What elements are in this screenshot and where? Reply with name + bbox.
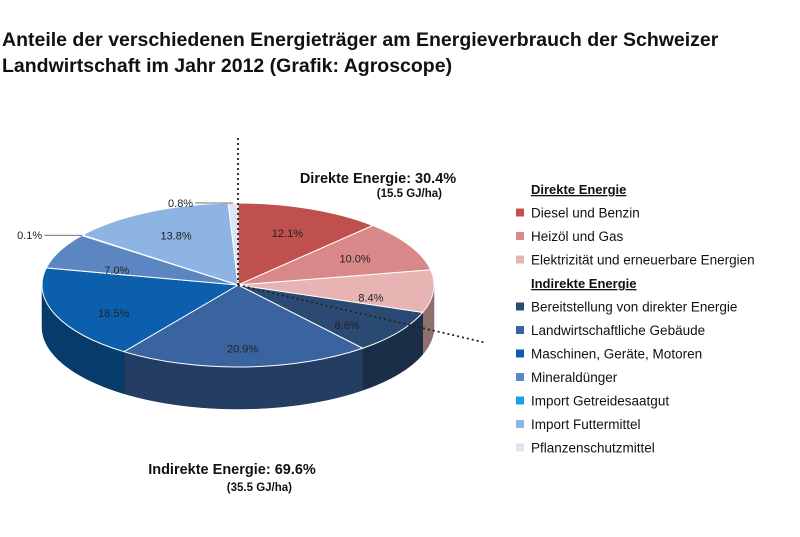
pie-slice-4 bbox=[122, 284, 365, 368]
group-labels: Direkte Energie: 30.4%(15.5 GJ/ha) Indire… bbox=[148, 171, 456, 494]
group-label-direct: Direkte Energie: 30.4% bbox=[300, 171, 456, 187]
legend-swatch-1-0 bbox=[516, 302, 524, 311]
pie-slice-0 bbox=[237, 202, 375, 286]
legend-swatch-1-3 bbox=[516, 373, 524, 381]
legend-item-1-0: Bereitstellung von direkter Energie bbox=[531, 300, 737, 315]
legend-item-1-5: Import Futtermittel bbox=[531, 417, 641, 432]
slice-label-0: 12.1% bbox=[272, 228, 303, 240]
slice-label-2: 8.4% bbox=[358, 292, 383, 304]
legend-swatch-1-5 bbox=[516, 420, 524, 428]
pie-slice-5 bbox=[41, 267, 240, 353]
slice-labels: 12.1% 10.0% 8.4% 8.6% 20.9% 18.5% 7.0% 0.1% 13.8… bbox=[17, 198, 384, 356]
group-sublabel-indirect: (35.5 GJ/ha) bbox=[227, 482, 292, 494]
legend-item-0-2: Elektrizität und erneuerbare Energien bbox=[531, 253, 755, 268]
legend-swatch-0-1 bbox=[516, 232, 524, 240]
divider-diagonal bbox=[237, 284, 485, 344]
pie-slice-2 bbox=[237, 269, 435, 314]
legend-item-0-0: Diesel und Benzin bbox=[531, 206, 640, 221]
slice-label-8: 13.8% bbox=[160, 231, 191, 243]
pie-top bbox=[41, 202, 435, 368]
legend-swatch-1-1 bbox=[516, 326, 524, 334]
legend-item-1-2: Maschinen, Geräte, Motoren bbox=[531, 347, 702, 362]
legend-heading-1: Indirekte Energie bbox=[531, 276, 636, 291]
pie-slice-3 bbox=[237, 284, 424, 349]
legend-swatch-1-4 bbox=[516, 396, 524, 405]
legend-item-1-6: Pflanzenschutzmittel bbox=[531, 441, 655, 456]
group-sublabel-direct: (15.5 GJ/ha) bbox=[377, 188, 442, 200]
slice-label-9: 0.8% bbox=[168, 198, 193, 210]
group-label-indirect: Indirekte Energie: 69.6% bbox=[148, 462, 316, 478]
chart-title: Anteile der verschiedenen Energieträger … bbox=[2, 27, 798, 79]
legend-item-1-4: Import Getreidesaatgut bbox=[531, 394, 669, 409]
legend: Direkte Energie Diesel und Benzin Heizöl u… bbox=[516, 182, 755, 456]
pie-slice-1 bbox=[237, 224, 432, 286]
slice-label-5: 18.5% bbox=[98, 308, 129, 320]
slice-label-3: 8.6% bbox=[335, 320, 360, 332]
legend-item-1-3: Mineraldünger bbox=[531, 370, 618, 385]
legend-item-1-1: Landwirtschaftliche Gebäude bbox=[531, 323, 705, 338]
pie-sides bbox=[41, 284, 435, 410]
legend-swatch-0-2 bbox=[516, 255, 524, 264]
slice-label-1: 10.0% bbox=[339, 253, 370, 265]
legend-swatch-0-0 bbox=[516, 208, 524, 217]
slice-label-7: 0.1% bbox=[17, 230, 42, 242]
legend-swatch-1-2 bbox=[516, 349, 524, 358]
chart-title-line-1: Anteile der verschiedenen Energieträger … bbox=[2, 29, 719, 51]
legend-heading-0: Direkte Energie bbox=[531, 182, 626, 197]
group-divider bbox=[237, 138, 485, 344]
chart-title-line-2: Landwirtschaft im Jahr 2012 (Grafik: Agr… bbox=[2, 55, 453, 77]
legend-swatch-1-6 bbox=[516, 443, 524, 452]
slice-label-6: 7.0% bbox=[104, 265, 129, 277]
pie-slice-8 bbox=[81, 202, 239, 286]
legend-item-0-1: Heizöl und Gas bbox=[531, 229, 624, 244]
slice-label-4: 20.9% bbox=[227, 344, 258, 356]
